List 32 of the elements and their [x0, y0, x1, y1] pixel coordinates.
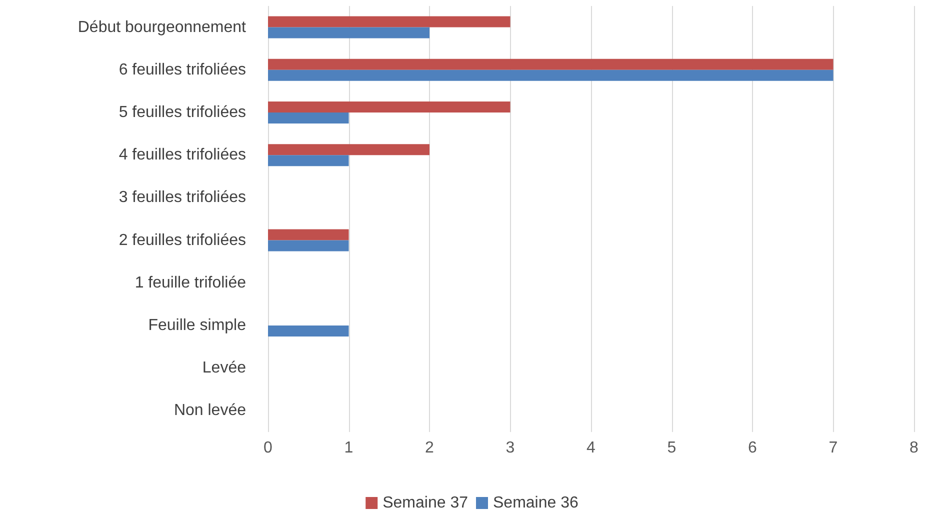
- y-tick-label: 1 feuille trifoliée: [134, 274, 246, 292]
- x-tick-label: 7: [828, 440, 838, 456]
- bar: [268, 155, 349, 166]
- y-tick-label: 3 feuilles trifoliées: [118, 189, 246, 206]
- bar: [268, 240, 349, 252]
- x-tick-label: 1: [344, 440, 354, 456]
- y-tick-label: Non levée: [174, 402, 246, 420]
- y-tick-label: 2 feuilles trifoliées: [118, 232, 246, 249]
- y-tick-label: Levée: [202, 360, 246, 377]
- x-tick-label: 6: [748, 440, 758, 456]
- x-tick-label: 0: [264, 440, 273, 456]
- legend-label: Semaine 36: [493, 494, 578, 512]
- bar: [268, 326, 349, 336]
- y-tick-label: Feuille simple: [148, 317, 246, 334]
- y-tick-label: 5 feuilles trifoliées: [118, 104, 246, 121]
- x-tick-label: 5: [667, 440, 676, 456]
- x-tick-label: 2: [425, 440, 434, 456]
- bar: [268, 102, 510, 112]
- x-tick-label: 4: [586, 440, 596, 456]
- bar: [268, 16, 510, 28]
- bar: [268, 144, 430, 156]
- bar: [268, 58, 834, 70]
- x-tick-label: 8: [910, 440, 919, 456]
- legend-label: Semaine 37: [382, 494, 468, 512]
- y-tick-label: 6 feuilles trifoliées: [118, 61, 246, 78]
- y-tick-label: Début bourgeonnement: [78, 18, 247, 36]
- x-tick-label: 3: [506, 440, 515, 456]
- y-tick-label: 4 feuilles trifoliées: [118, 146, 246, 164]
- bar: [268, 70, 834, 81]
- bar: [268, 27, 430, 38]
- bar: [268, 112, 349, 124]
- bar: [268, 229, 349, 240]
